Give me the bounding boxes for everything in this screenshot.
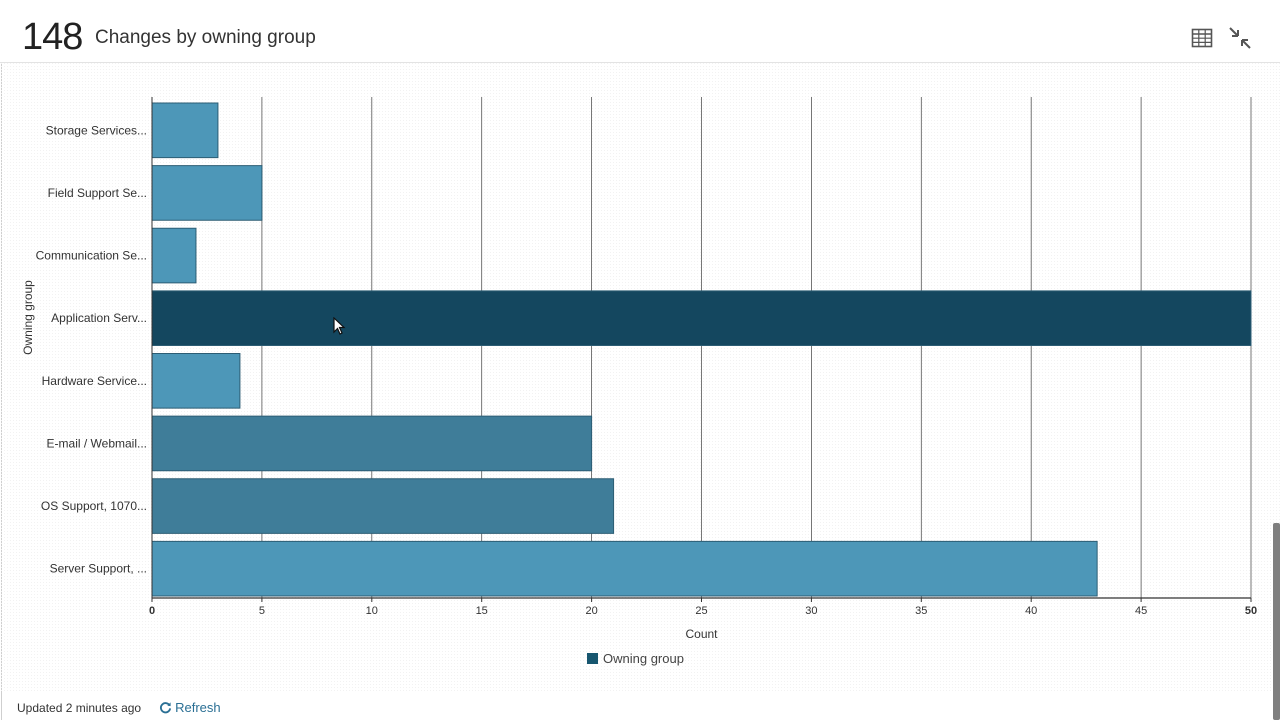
category-label: Application Serv... <box>51 311 147 325</box>
category-label: Server Support, ... <box>50 562 147 576</box>
x-tick-label: 5 <box>259 605 265 617</box>
bar[interactable] <box>151 478 615 534</box>
chart-area: Storage Services... Field Support Se... Co… <box>0 62 1280 692</box>
bar[interactable] <box>151 290 1252 346</box>
widget-footer: Updated 2 minutes ago Refresh <box>17 700 221 715</box>
updated-status: Updated 2 minutes ago <box>17 700 142 715</box>
collapse-button[interactable] <box>1228 26 1256 54</box>
bar[interactable] <box>151 102 219 159</box>
widget-title: Changes by owning group <box>95 27 316 48</box>
x-tick-label: 30 <box>805 605 817 617</box>
bar[interactable] <box>151 353 241 409</box>
bar[interactable] <box>151 227 197 284</box>
refresh-label: Refresh <box>175 700 221 715</box>
refresh-button[interactable]: Refresh <box>159 700 221 715</box>
collapse-arrows-icon <box>1229 27 1251 49</box>
x-tick-label: 35 <box>915 605 927 617</box>
legend-swatch <box>587 653 598 664</box>
bar[interactable] <box>151 165 263 221</box>
category-label: OS Support, 1070... <box>41 499 147 513</box>
category-label: Communication Se... <box>36 249 147 263</box>
bar[interactable] <box>151 540 1098 597</box>
x-tick-label: 50 <box>1245 605 1257 617</box>
refresh-icon <box>160 702 172 714</box>
category-label: E-mail / Webmail... <box>47 436 147 450</box>
widget-header: 148 Changes by owning group <box>0 0 1280 63</box>
x-tick-label: 10 <box>366 605 378 617</box>
bar[interactable] <box>151 415 593 472</box>
bar-chart: Storage Services... Field Support Se... Co… <box>21 97 1257 641</box>
category-label: Hardware Service... <box>42 374 147 388</box>
x-tick-label: 20 <box>585 605 597 617</box>
category-label: Field Support Se... <box>48 186 147 200</box>
x-tick-label: 0 <box>149 605 155 617</box>
legend[interactable]: Owning group <box>587 651 684 666</box>
vertical-scrollbar[interactable] <box>1273 523 1280 720</box>
total-count: 148 <box>22 16 83 58</box>
x-tick-label: 45 <box>1135 605 1147 617</box>
table-grid-icon <box>1191 28 1213 48</box>
x-tick-label: 40 <box>1025 605 1037 617</box>
x-axis-title: Count <box>685 627 718 641</box>
legend-label: Owning group <box>603 651 684 666</box>
table-view-button[interactable] <box>1190 26 1218 54</box>
category-label: Storage Services... <box>46 123 147 137</box>
mouse-pointer-icon <box>333 317 346 335</box>
x-tick-label: 15 <box>476 605 488 617</box>
x-tick-label: 25 <box>695 605 707 617</box>
y-axis-title: Owning group <box>21 280 35 355</box>
